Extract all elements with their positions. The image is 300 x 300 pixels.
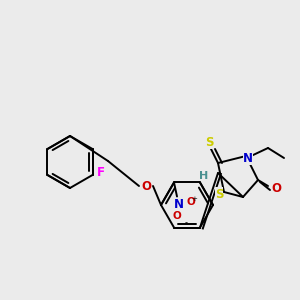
Text: S: S: [215, 188, 223, 200]
Text: O: O: [187, 197, 195, 208]
Text: N: N: [174, 198, 184, 211]
Text: H: H: [200, 171, 208, 181]
Text: O: O: [172, 212, 182, 221]
Text: N: N: [243, 152, 253, 164]
Text: O: O: [271, 182, 281, 194]
Text: -: -: [185, 218, 188, 227]
Text: S: S: [205, 136, 213, 148]
Text: +: +: [191, 196, 197, 202]
Text: O: O: [141, 179, 151, 193]
Text: F: F: [97, 167, 104, 179]
